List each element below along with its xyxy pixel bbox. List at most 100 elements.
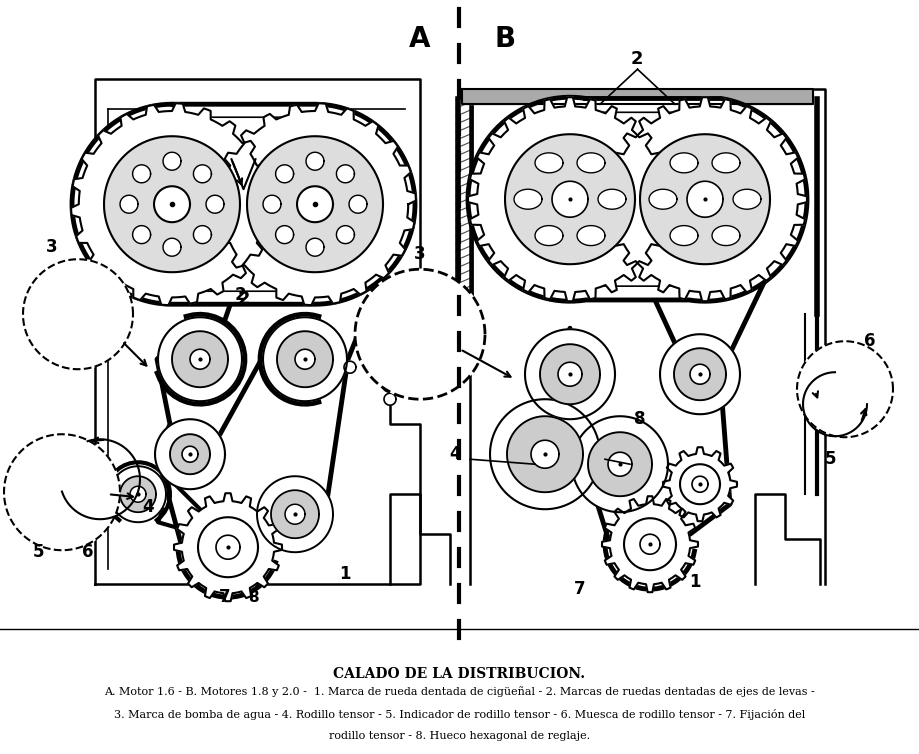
Text: 5: 5 bbox=[32, 543, 44, 561]
Polygon shape bbox=[660, 334, 740, 414]
Polygon shape bbox=[216, 535, 240, 559]
Polygon shape bbox=[462, 89, 813, 104]
Polygon shape bbox=[306, 238, 324, 256]
Polygon shape bbox=[163, 238, 181, 256]
Polygon shape bbox=[344, 361, 356, 373]
Polygon shape bbox=[624, 518, 676, 570]
Text: 8: 8 bbox=[248, 590, 258, 605]
Text: 2: 2 bbox=[237, 290, 250, 308]
Polygon shape bbox=[198, 517, 258, 578]
Polygon shape bbox=[163, 152, 181, 170]
Polygon shape bbox=[247, 136, 383, 272]
Polygon shape bbox=[687, 181, 723, 217]
Polygon shape bbox=[172, 331, 228, 388]
Text: B: B bbox=[494, 25, 516, 54]
Text: CALADO DE LA DISTRIBUCION.: CALADO DE LA DISTRIBUCION. bbox=[334, 667, 585, 682]
Text: 6: 6 bbox=[82, 543, 94, 561]
Text: 3. Marca de bomba de agua - 4. Rodillo tensor - 5. Indicador de rodillo tensor -: 3. Marca de bomba de agua - 4. Rodillo t… bbox=[114, 709, 805, 720]
Polygon shape bbox=[640, 535, 660, 554]
Polygon shape bbox=[577, 225, 605, 246]
Polygon shape bbox=[649, 189, 677, 209]
Polygon shape bbox=[602, 496, 698, 592]
Text: 7: 7 bbox=[574, 581, 585, 598]
Polygon shape bbox=[598, 189, 626, 209]
Polygon shape bbox=[206, 195, 224, 213]
Polygon shape bbox=[670, 225, 698, 246]
Polygon shape bbox=[505, 134, 635, 264]
Polygon shape bbox=[72, 104, 415, 304]
Polygon shape bbox=[577, 153, 605, 173]
Text: 2: 2 bbox=[630, 51, 643, 68]
Polygon shape bbox=[608, 452, 632, 477]
Polygon shape bbox=[263, 317, 347, 401]
Polygon shape bbox=[603, 97, 807, 301]
Polygon shape bbox=[490, 399, 600, 509]
Text: 5: 5 bbox=[824, 450, 835, 468]
Polygon shape bbox=[277, 331, 333, 388]
Polygon shape bbox=[174, 493, 282, 601]
Polygon shape bbox=[190, 349, 210, 369]
Polygon shape bbox=[525, 329, 615, 419]
Polygon shape bbox=[132, 165, 151, 182]
Polygon shape bbox=[514, 189, 542, 209]
Polygon shape bbox=[158, 317, 242, 401]
Polygon shape bbox=[104, 136, 240, 272]
Polygon shape bbox=[349, 195, 367, 213]
Polygon shape bbox=[110, 466, 166, 523]
Text: 1: 1 bbox=[339, 566, 351, 584]
Polygon shape bbox=[712, 225, 740, 246]
Polygon shape bbox=[680, 464, 720, 504]
Polygon shape bbox=[182, 446, 198, 462]
Polygon shape bbox=[130, 486, 146, 502]
Polygon shape bbox=[531, 440, 559, 468]
Text: 8: 8 bbox=[634, 410, 646, 428]
Polygon shape bbox=[193, 165, 211, 182]
Text: 1: 1 bbox=[689, 573, 701, 591]
Text: 2: 2 bbox=[234, 287, 245, 304]
Polygon shape bbox=[535, 153, 563, 173]
Polygon shape bbox=[336, 225, 355, 244]
Text: rodillo tensor - 8. Hueco hexagonal de reglaje.: rodillo tensor - 8. Hueco hexagonal de r… bbox=[329, 731, 590, 741]
Text: 6: 6 bbox=[864, 333, 876, 350]
Polygon shape bbox=[588, 432, 652, 496]
Polygon shape bbox=[540, 345, 600, 404]
Polygon shape bbox=[572, 416, 668, 512]
Polygon shape bbox=[663, 447, 737, 521]
Polygon shape bbox=[263, 195, 281, 213]
Text: 7: 7 bbox=[220, 588, 231, 606]
Polygon shape bbox=[712, 153, 740, 173]
Polygon shape bbox=[690, 364, 710, 385]
Polygon shape bbox=[155, 419, 225, 489]
Polygon shape bbox=[71, 103, 273, 305]
Polygon shape bbox=[733, 189, 761, 209]
Polygon shape bbox=[276, 165, 293, 182]
Polygon shape bbox=[271, 490, 319, 538]
Polygon shape bbox=[355, 269, 485, 399]
Polygon shape bbox=[306, 152, 324, 170]
Polygon shape bbox=[674, 348, 726, 400]
Polygon shape bbox=[535, 225, 563, 246]
Text: 4: 4 bbox=[142, 498, 153, 516]
Polygon shape bbox=[558, 362, 582, 386]
Polygon shape bbox=[132, 225, 151, 244]
Polygon shape bbox=[468, 97, 672, 301]
Polygon shape bbox=[507, 416, 583, 492]
Polygon shape bbox=[120, 477, 156, 512]
Polygon shape bbox=[297, 186, 333, 222]
Polygon shape bbox=[640, 134, 770, 264]
Polygon shape bbox=[336, 165, 355, 182]
Polygon shape bbox=[797, 342, 893, 437]
Polygon shape bbox=[23, 259, 133, 369]
Polygon shape bbox=[670, 153, 698, 173]
Polygon shape bbox=[276, 225, 293, 244]
Polygon shape bbox=[193, 225, 211, 244]
Text: 3: 3 bbox=[414, 245, 425, 263]
Polygon shape bbox=[295, 349, 315, 369]
Polygon shape bbox=[257, 477, 333, 552]
Text: 4: 4 bbox=[449, 445, 460, 463]
Polygon shape bbox=[285, 504, 305, 524]
Polygon shape bbox=[468, 97, 807, 301]
Polygon shape bbox=[552, 181, 588, 217]
Text: 3: 3 bbox=[46, 238, 58, 256]
Polygon shape bbox=[214, 103, 416, 305]
